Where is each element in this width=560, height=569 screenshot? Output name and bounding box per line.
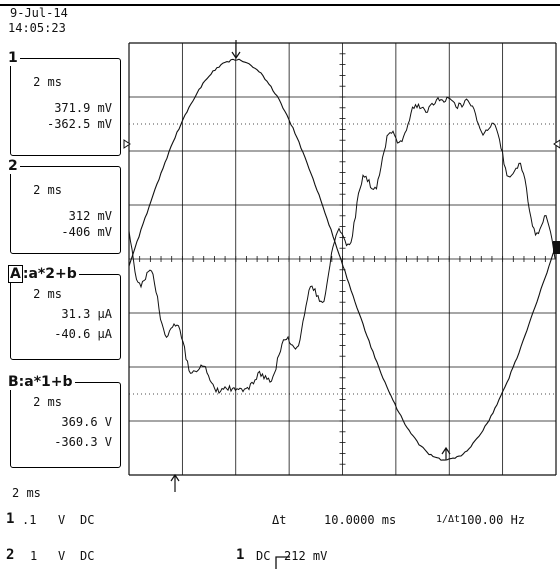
trigger-coupling: DC (256, 549, 270, 563)
trigger-position-icon[interactable] (171, 475, 179, 492)
waveform-trace-noisy (129, 97, 555, 393)
footer-ch1-coupling[interactable]: DC (80, 513, 94, 527)
footer-ch1-scale[interactable]: .1 (22, 513, 36, 527)
footer-ch2-number: 2 (6, 548, 14, 562)
cursor-marker-bottom-icon[interactable] (442, 448, 450, 460)
trigger-source[interactable]: 1 (236, 548, 244, 562)
footer-ch2-coupling[interactable]: DC (80, 549, 94, 563)
footer-ch2-scale[interactable]: 1 (30, 549, 37, 563)
trigger-level[interactable]: 212 mV (284, 549, 327, 563)
delta-t-label: Δt (272, 513, 286, 527)
ground-marker-icon[interactable] (553, 241, 560, 254)
footer-ch1-unit: V (58, 513, 65, 527)
frequency-value: 100.00 Hz (460, 513, 525, 527)
footer-ch2-unit: V (58, 549, 65, 563)
footer-timebase: 2 ms (12, 486, 41, 500)
ch1-level-marker-right-icon[interactable] (554, 140, 560, 148)
delta-t-value: 10.0000 ms (324, 513, 396, 527)
inverse-delta-t-label: 1/Δt (436, 513, 460, 527)
graticule (129, 43, 556, 475)
footer-ch1-number: 1 (6, 512, 14, 526)
